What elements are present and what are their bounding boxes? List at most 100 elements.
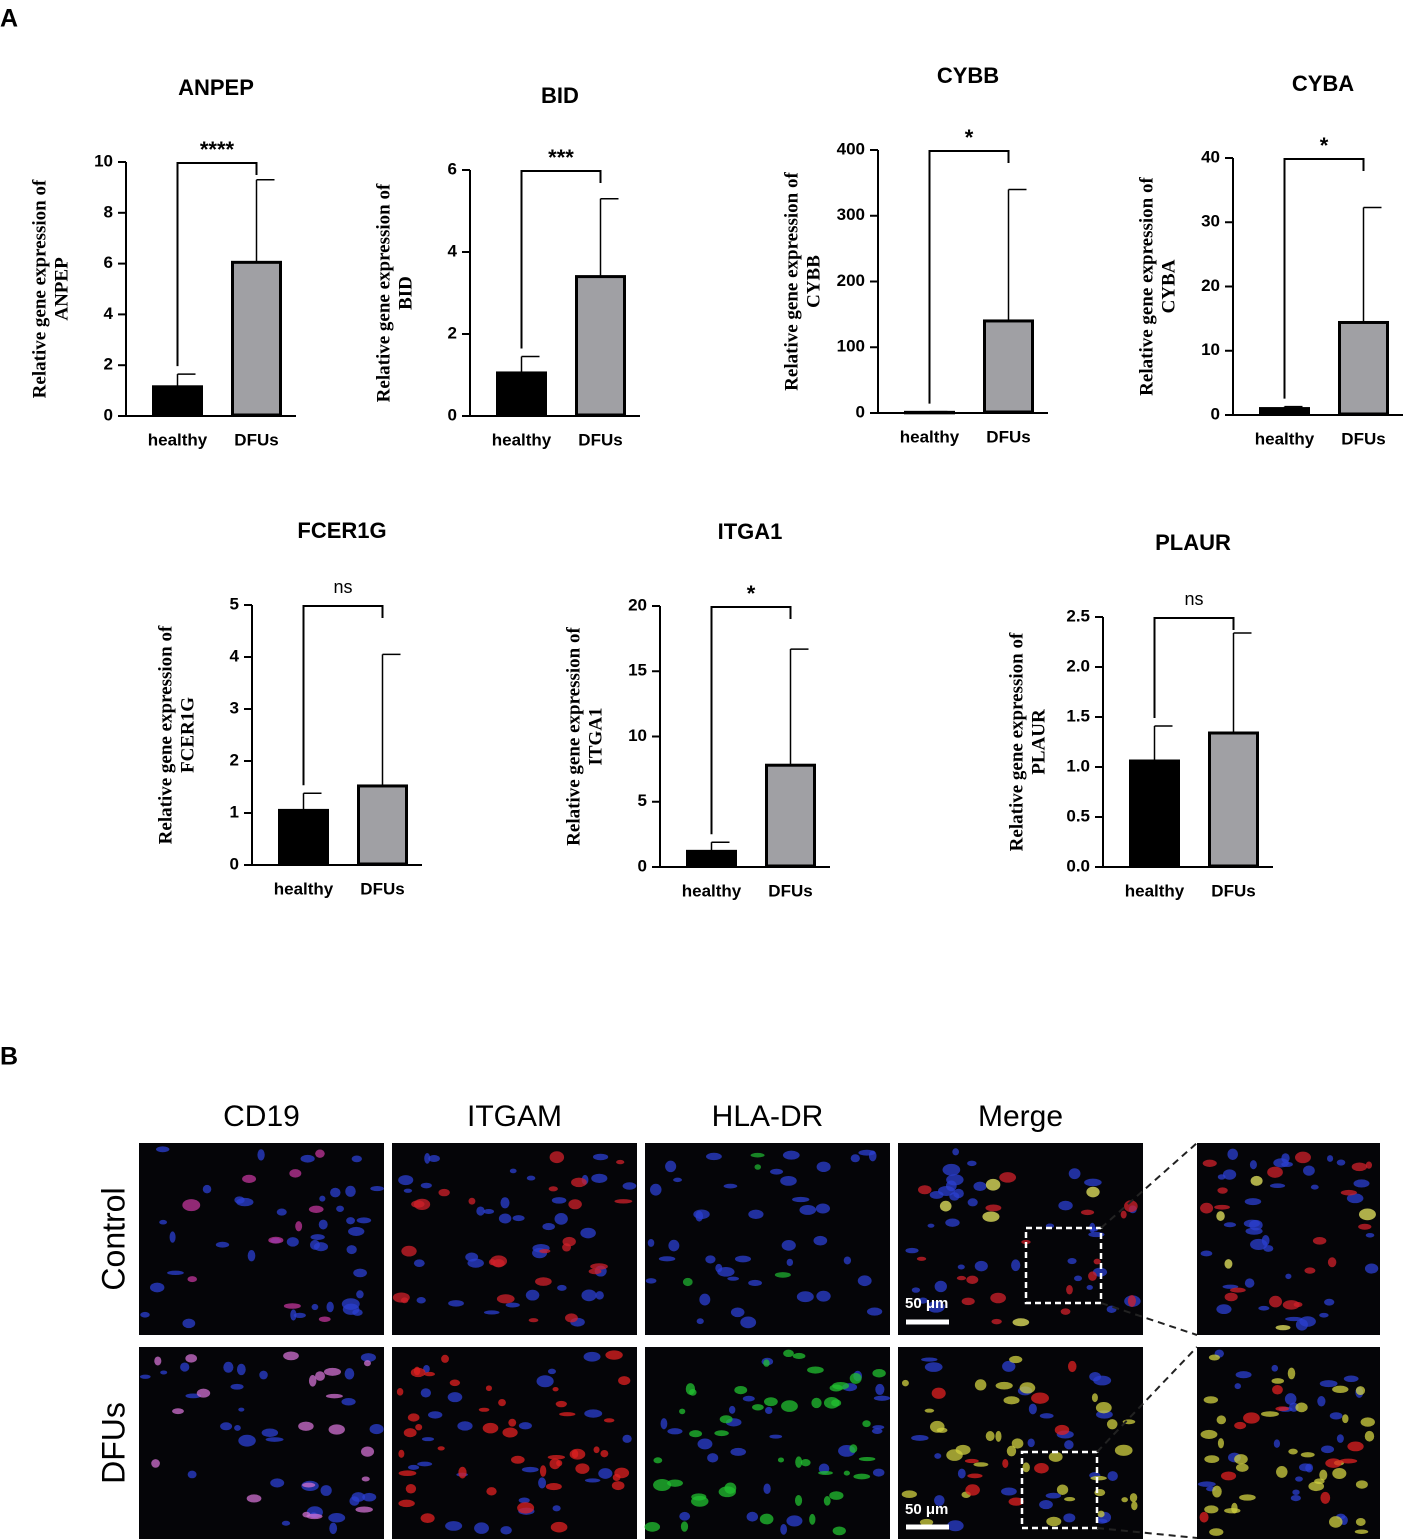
cell: [965, 1484, 980, 1496]
cell: [526, 1175, 536, 1181]
cell: [488, 1258, 496, 1266]
cell: [1360, 1417, 1375, 1427]
cell: [645, 1278, 657, 1284]
cell: [799, 1205, 817, 1215]
y-tick-label: 40: [1201, 147, 1220, 166]
cell: [1327, 1257, 1337, 1268]
cell: [679, 1511, 691, 1521]
cell: [416, 1297, 426, 1304]
cell: [326, 1301, 334, 1313]
cell: [665, 1160, 677, 1173]
cell: [413, 1259, 425, 1267]
cell: [1002, 1360, 1016, 1372]
cell: [187, 1470, 197, 1479]
cell: [901, 1490, 917, 1499]
cell: [508, 1418, 517, 1427]
y-tick-label: 2: [448, 323, 457, 342]
cell: [1243, 1219, 1260, 1228]
cell: [853, 1473, 871, 1480]
cell: [1244, 1278, 1255, 1288]
cell: [850, 1154, 860, 1163]
cell: [449, 1379, 461, 1387]
cell: [169, 1231, 176, 1243]
cell: [729, 1405, 736, 1414]
cell: [936, 1427, 948, 1433]
x-tick-label: DFUs: [986, 427, 1030, 446]
cell: [356, 1290, 364, 1299]
cell: [1214, 1204, 1230, 1210]
cell: [474, 1522, 489, 1534]
significance-bracket: [928, 150, 1010, 404]
cell: [843, 1470, 850, 1476]
cell: [302, 1482, 316, 1488]
cell: [428, 1155, 440, 1163]
cell: [786, 1515, 803, 1527]
cell: [1031, 1392, 1049, 1404]
cell: [603, 1418, 615, 1423]
cell: [510, 1455, 525, 1464]
cell: [311, 1303, 319, 1311]
cell: [341, 1298, 360, 1310]
cell: [242, 1174, 257, 1183]
cell: [1336, 1159, 1346, 1166]
cell: [1239, 1494, 1256, 1501]
cell: [1272, 1385, 1283, 1395]
cell: [1200, 1202, 1214, 1214]
cell: [236, 1363, 246, 1376]
cell: [547, 1368, 556, 1375]
cell: [595, 1291, 604, 1300]
cell: [985, 1431, 995, 1442]
cell: [398, 1499, 415, 1508]
cell: [550, 1521, 568, 1533]
cell: [658, 1256, 676, 1262]
cell: [1303, 1165, 1315, 1176]
cell: [1321, 1445, 1335, 1454]
y-axis-label: Relative gene expression of: [1136, 177, 1157, 396]
cell: [862, 1420, 871, 1428]
y-axis-label: Relative gene expression of: [1006, 632, 1027, 851]
chart-title: CYBA: [1292, 71, 1354, 96]
y-tick-label: 0: [448, 405, 457, 424]
cell: [1107, 1471, 1118, 1482]
cell: [966, 1275, 979, 1284]
cell: [811, 1397, 822, 1409]
y-axis-label: FCER1G: [177, 697, 198, 773]
cell: [355, 1506, 373, 1513]
cell: [723, 1183, 738, 1189]
cell: [995, 1430, 1002, 1442]
cell: [539, 1249, 551, 1254]
cell: [1068, 1168, 1081, 1180]
zoom-box: [1020, 1450, 1099, 1530]
cell: [783, 1349, 794, 1358]
cell: [458, 1466, 467, 1479]
cell: [1084, 1178, 1102, 1187]
cell: [591, 1173, 608, 1183]
cell: [1364, 1263, 1379, 1274]
zoom-box: [1024, 1226, 1103, 1305]
cell: [780, 1175, 797, 1186]
cell: [246, 1494, 262, 1503]
cell: [325, 1393, 343, 1399]
cell: [600, 1449, 609, 1458]
cell: [1282, 1300, 1300, 1310]
chart-title: ANPEP: [178, 75, 254, 100]
significance-bracket: [520, 170, 602, 349]
row-label: DFUs: [95, 1402, 131, 1484]
cell: [593, 1446, 600, 1454]
cell: [320, 1485, 332, 1496]
cell: [276, 1208, 287, 1216]
cell: [872, 1425, 885, 1430]
cell: [1209, 1528, 1224, 1536]
cell: [1003, 1396, 1020, 1405]
y-tick-label: 200: [837, 271, 865, 290]
cell: [159, 1219, 168, 1225]
y-tick-label: 0.5: [1066, 806, 1090, 825]
cell: [1234, 1454, 1248, 1465]
cell: [934, 1495, 945, 1507]
cell: [286, 1237, 299, 1247]
cell: [403, 1188, 413, 1193]
scale-bar-label: 50 μm: [905, 1295, 948, 1312]
cell: [542, 1223, 555, 1231]
cell: [911, 1434, 929, 1441]
